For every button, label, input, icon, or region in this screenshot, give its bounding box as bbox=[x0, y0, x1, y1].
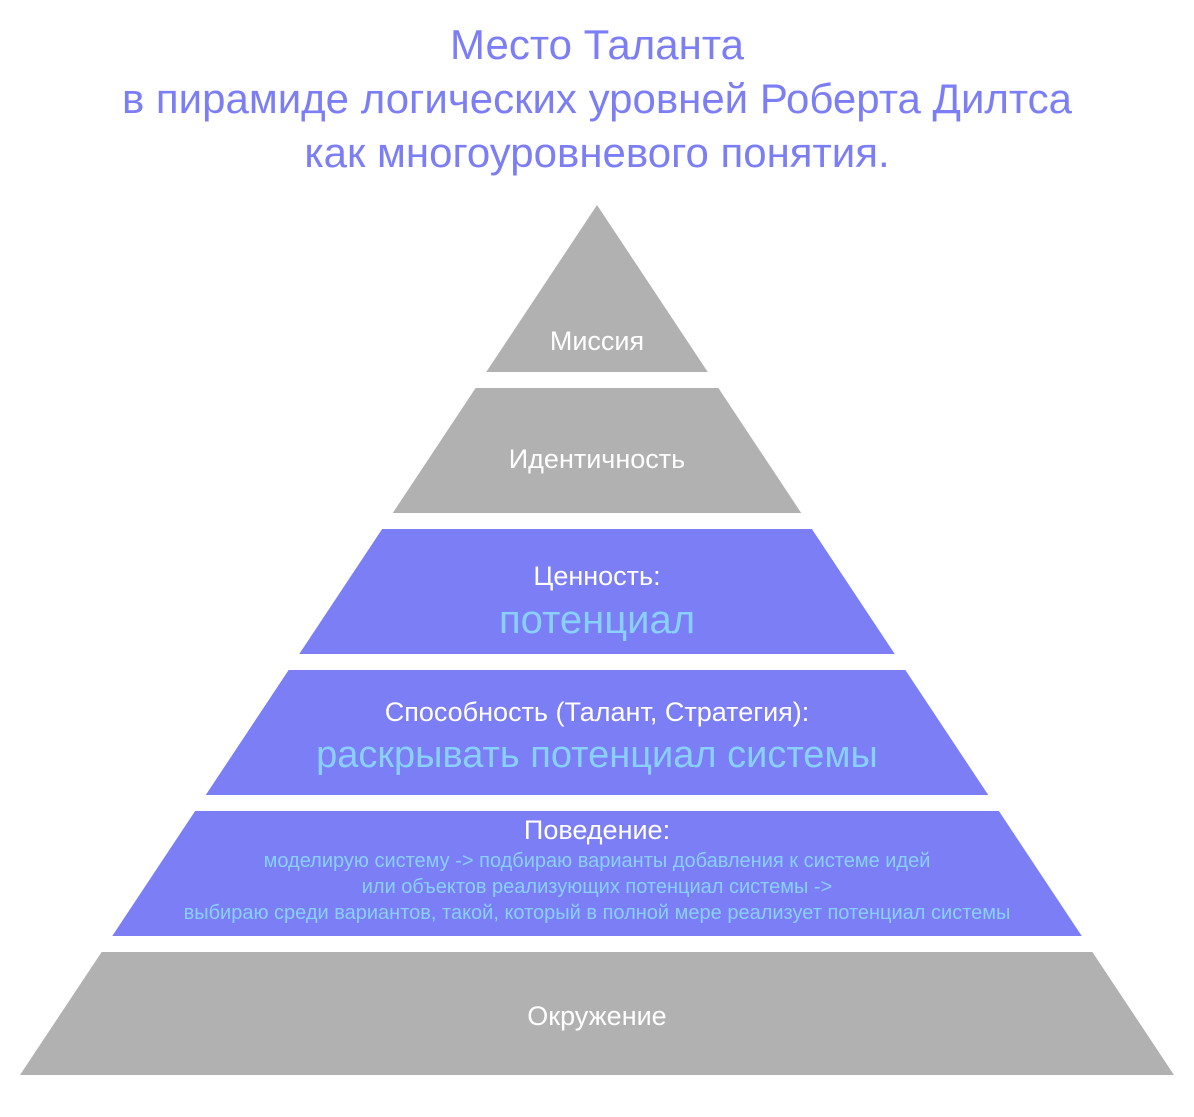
page: Место Таланта в пирамиде логических уров… bbox=[0, 0, 1194, 1117]
level-mission-label: Миссия bbox=[550, 326, 644, 356]
level-behavior-label: Поведение: bbox=[524, 815, 670, 845]
level-environment-label: Окружение bbox=[527, 1001, 666, 1031]
level-value-label: Ценность: bbox=[533, 561, 660, 591]
level-identity-label: Идентичность bbox=[509, 444, 685, 474]
diagram-title: Место Таланта в пирамиде логических уров… bbox=[0, 18, 1194, 179]
level-behavior-body-1: моделирую систему -> подбираю варианты д… bbox=[264, 850, 931, 872]
level-ability-label: Способность (Талант, Стратегия): bbox=[385, 697, 810, 727]
title-line-1: Место Таланта bbox=[450, 21, 744, 68]
title-line-3: как многоуровневого понятия. bbox=[304, 129, 889, 176]
level-value-accent: потенциал bbox=[499, 598, 695, 642]
level-behavior-body-2: или объектов реализующих потенциал систе… bbox=[362, 876, 833, 898]
level-behavior-body-3: выбираю среди вариантов, такой, который … bbox=[184, 902, 1011, 924]
title-line-2: в пирамиде логических уровней Роберта Ди… bbox=[122, 75, 1072, 122]
pyramid-diagram: Миссия Идентичность Ценность: потенциал … bbox=[0, 205, 1194, 1105]
level-ability-shape bbox=[206, 670, 989, 795]
level-ability-accent: раскрывать потенциал системы bbox=[316, 734, 878, 776]
